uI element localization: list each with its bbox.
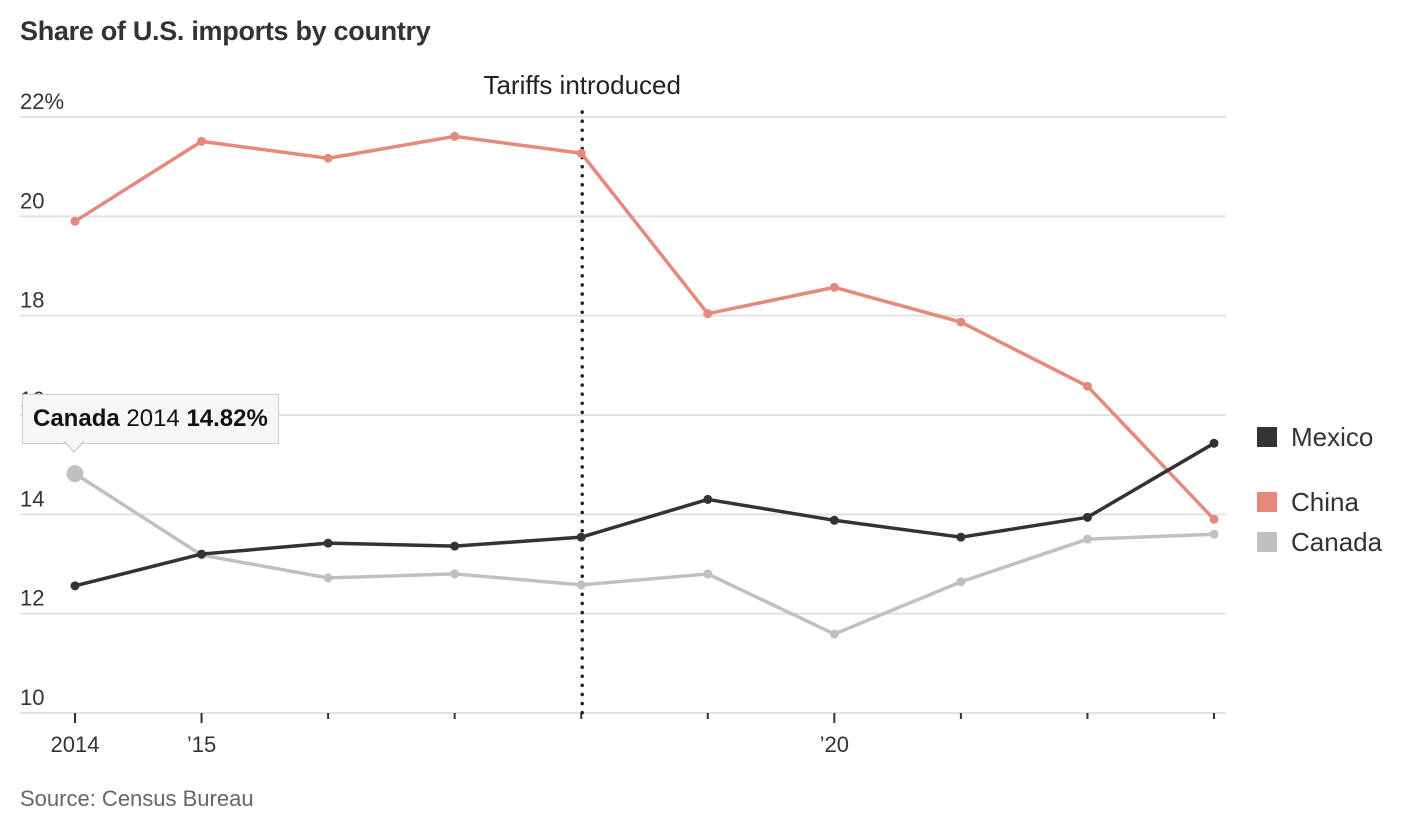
canada-line [74,472,1215,636]
y-tick-label: 22% [20,89,64,114]
canada-point[interactable] [576,580,586,590]
china-line [74,134,1216,521]
tooltip-value: 14.82% [186,405,268,432]
series-canada [66,465,1219,639]
legend-item-canada: Canada [1257,527,1383,557]
series-mexico [70,438,1219,591]
mexico-point[interactable] [323,538,333,548]
legend-swatch [1257,427,1277,447]
x-tick-label: ’15 [187,732,216,757]
y-tick-label: 20 [20,188,44,213]
china-point[interactable] [450,131,460,141]
series-china [70,131,1219,524]
tooltip-series: Canada [33,405,120,432]
tooltip: Canada 2014 14.82% [22,394,279,444]
mexico-point[interactable] [576,532,586,542]
china-point[interactable] [70,216,80,226]
china-point[interactable] [956,317,966,327]
y-tick-label: 14 [20,486,44,511]
legend-label: Mexico [1291,422,1373,452]
canada-point[interactable] [66,465,84,483]
legend-swatch [1257,532,1277,552]
x-tick-label: ’20 [820,732,849,757]
legend-item-china: China [1257,487,1359,517]
legend-item-mexico: Mexico [1257,422,1373,452]
canada-point[interactable] [829,629,839,639]
source-note: Source: Census Bureau [20,786,254,811]
x-tick-label: 2014 [51,732,100,757]
x-axis: 2014 ’15 ’20 [51,713,1215,757]
mexico-point[interactable] [956,532,966,542]
mexico-point[interactable] [70,581,80,591]
china-point[interactable] [829,282,839,292]
tooltip-arrow [63,440,85,453]
china-point[interactable] [1209,514,1219,524]
mexico-point[interactable] [1082,512,1092,522]
mexico-point[interactable] [450,541,460,551]
chart-title: Share of U.S. imports by country [20,16,431,46]
annotations: Tariffs introduced [483,70,681,715]
china-point[interactable] [1082,381,1092,391]
y-axis-ticks: 22%201816141210 [20,89,64,710]
mexico-line [74,441,1215,588]
mexico-point[interactable] [1209,438,1219,448]
china-point[interactable] [323,153,333,163]
canada-point[interactable] [956,577,966,587]
china-point[interactable] [703,309,713,319]
canada-point[interactable] [1082,534,1092,544]
series-lines [66,131,1219,639]
china-point[interactable] [197,136,207,146]
legend-label: Canada [1291,527,1383,557]
legend-swatch [1257,492,1277,512]
y-tick-label: 18 [20,288,44,313]
y-tick-label: 12 [20,586,44,611]
canada-point[interactable] [323,573,333,583]
mexico-point[interactable] [829,515,839,525]
china-point[interactable] [576,148,586,158]
canada-point[interactable] [703,569,713,579]
tooltip-year: 2014 [126,405,180,432]
annotation-label: Tariffs introduced [483,70,681,100]
legend-label: China [1291,487,1359,517]
mexico-point[interactable] [703,494,713,504]
legend: Mexico China Canada [1257,422,1383,557]
mexico-point[interactable] [197,549,207,559]
canada-point[interactable] [450,569,460,579]
y-tick-label: 10 [20,685,44,710]
canada-point[interactable] [1209,529,1219,539]
